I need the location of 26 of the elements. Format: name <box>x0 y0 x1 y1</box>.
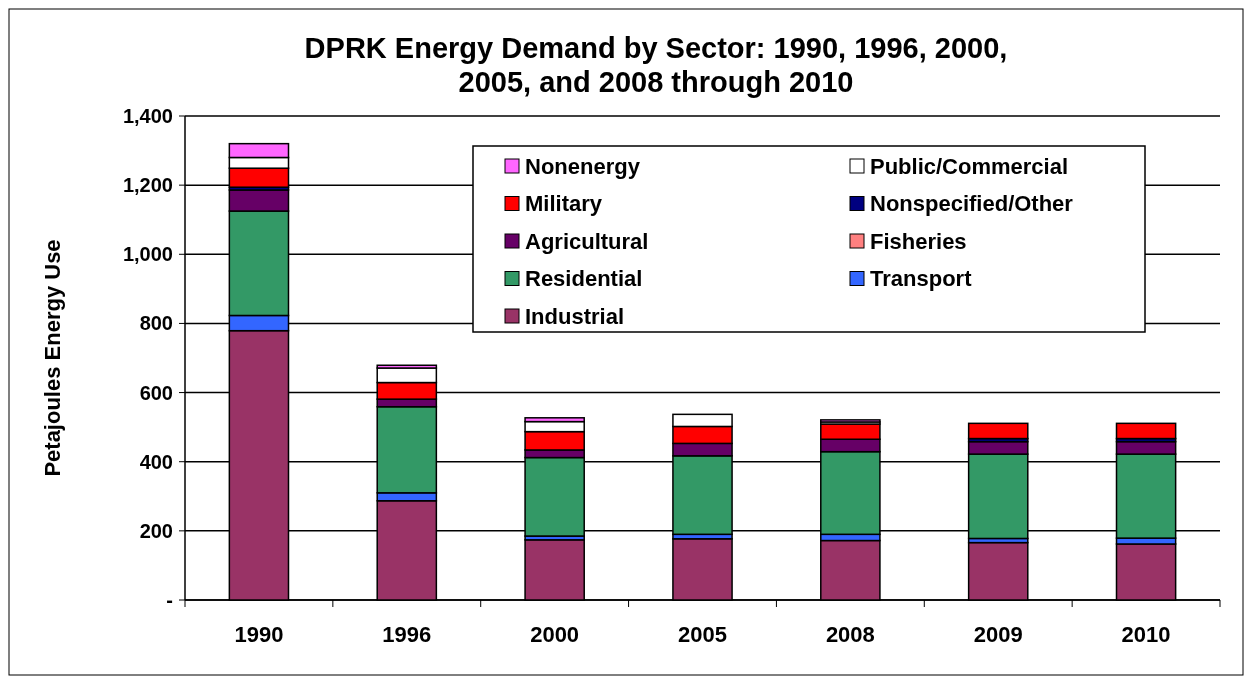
legend-label: Industrial <box>525 303 625 329</box>
x-tick-label: 2005 <box>678 622 727 647</box>
x-tick-label: 2009 <box>973 622 1023 647</box>
y-tick-label: 400 <box>139 450 173 473</box>
legend-label: Public/Commercial <box>870 153 1069 179</box>
x-tick-label: 2000 <box>530 622 580 647</box>
y-tick-label: - <box>166 589 173 611</box>
x-tick-label: 2010 <box>1121 622 1171 647</box>
y-tick-label: 1,200 <box>122 174 173 197</box>
y-tick-label: 600 <box>139 381 173 404</box>
y-tick-label: 1,000 <box>122 243 173 266</box>
legend-label: Agricultural <box>525 228 649 254</box>
legend-label: Fisheries <box>870 228 967 254</box>
legend-label: Nonenergy <box>525 153 641 179</box>
x-tick-label: 1996 <box>382 622 432 647</box>
y-tick-label: 200 <box>139 519 173 542</box>
legend-label: Transport <box>870 266 973 292</box>
legend-label: Military <box>525 191 603 217</box>
x-tick-label: 1990 <box>234 622 284 647</box>
y-axis-title: Petajoules Energy Use <box>40 239 65 477</box>
y-tick-label: 1,400 <box>122 105 173 127</box>
y-tick-label: 800 <box>139 312 173 335</box>
legend-label: Residential <box>525 266 643 292</box>
chart-title: DPRK Energy Demand by Sector: 1990, 1996, 2000, 2005, and 2008 through 2010 <box>304 32 1008 98</box>
legend-label: Nonspecified/Other <box>870 191 1074 217</box>
x-tick-label: 2008 <box>825 622 875 647</box>
